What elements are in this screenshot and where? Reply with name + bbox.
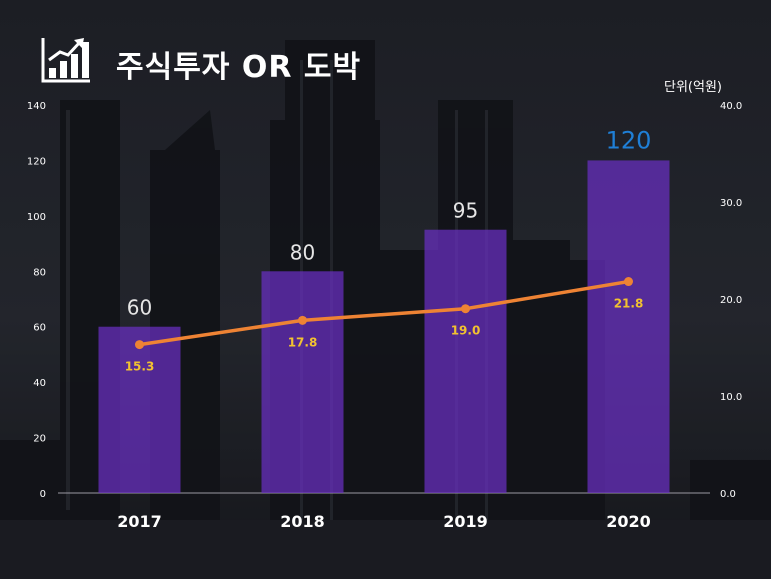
x-tick-label: 2017	[117, 512, 162, 531]
right-axis-tick-label: 10.0	[720, 392, 742, 403]
trend-point	[135, 340, 144, 350]
bar-value-label: 120	[606, 126, 652, 154]
page-title: 주식투자 OR 도박	[116, 50, 362, 85]
trend-point	[461, 304, 470, 314]
left-axis-tick-label: 20	[33, 434, 46, 445]
unit-label: 단위(억원)	[664, 80, 722, 95]
trend-value-label: 17.8	[288, 335, 318, 349]
trend-point	[624, 277, 633, 287]
left-axis-tick-label: 120	[27, 156, 46, 167]
bar-2020	[587, 160, 670, 493]
left-axis-tick-label: 40	[33, 378, 46, 389]
x-tick-label: 2020	[606, 512, 651, 531]
bar-2017	[98, 326, 181, 493]
right-axis-tick-label: 30.0	[720, 198, 742, 209]
bar-value-label: 80	[290, 240, 315, 264]
trend-point	[298, 315, 307, 325]
left-axis-tick-label: 0	[40, 489, 46, 500]
trend-value-label: 21.8	[614, 297, 644, 311]
left-axis-tick-label: 140	[27, 101, 46, 112]
trend-value-label: 19.0	[451, 324, 481, 338]
trend-value-label: 15.3	[125, 360, 155, 374]
bar-2019	[424, 229, 507, 493]
bar-2018	[261, 271, 344, 493]
x-tick-label: 2019	[443, 512, 488, 531]
x-tick-label: 2018	[280, 512, 325, 531]
right-axis-tick-label: 20.0	[720, 295, 742, 306]
left-axis-tick-label: 60	[33, 323, 46, 334]
left-axis-tick-label: 80	[33, 267, 46, 278]
right-axis-tick-label: 0.0	[720, 489, 736, 500]
right-axis-tick-label: 40.0	[720, 101, 742, 112]
bar-value-label: 95	[453, 199, 478, 223]
trend-line	[139, 279, 629, 347]
bar-chart-growth-icon	[41, 38, 90, 83]
bar-value-label: 60	[127, 296, 152, 320]
left-axis-tick-label: 100	[27, 212, 46, 223]
